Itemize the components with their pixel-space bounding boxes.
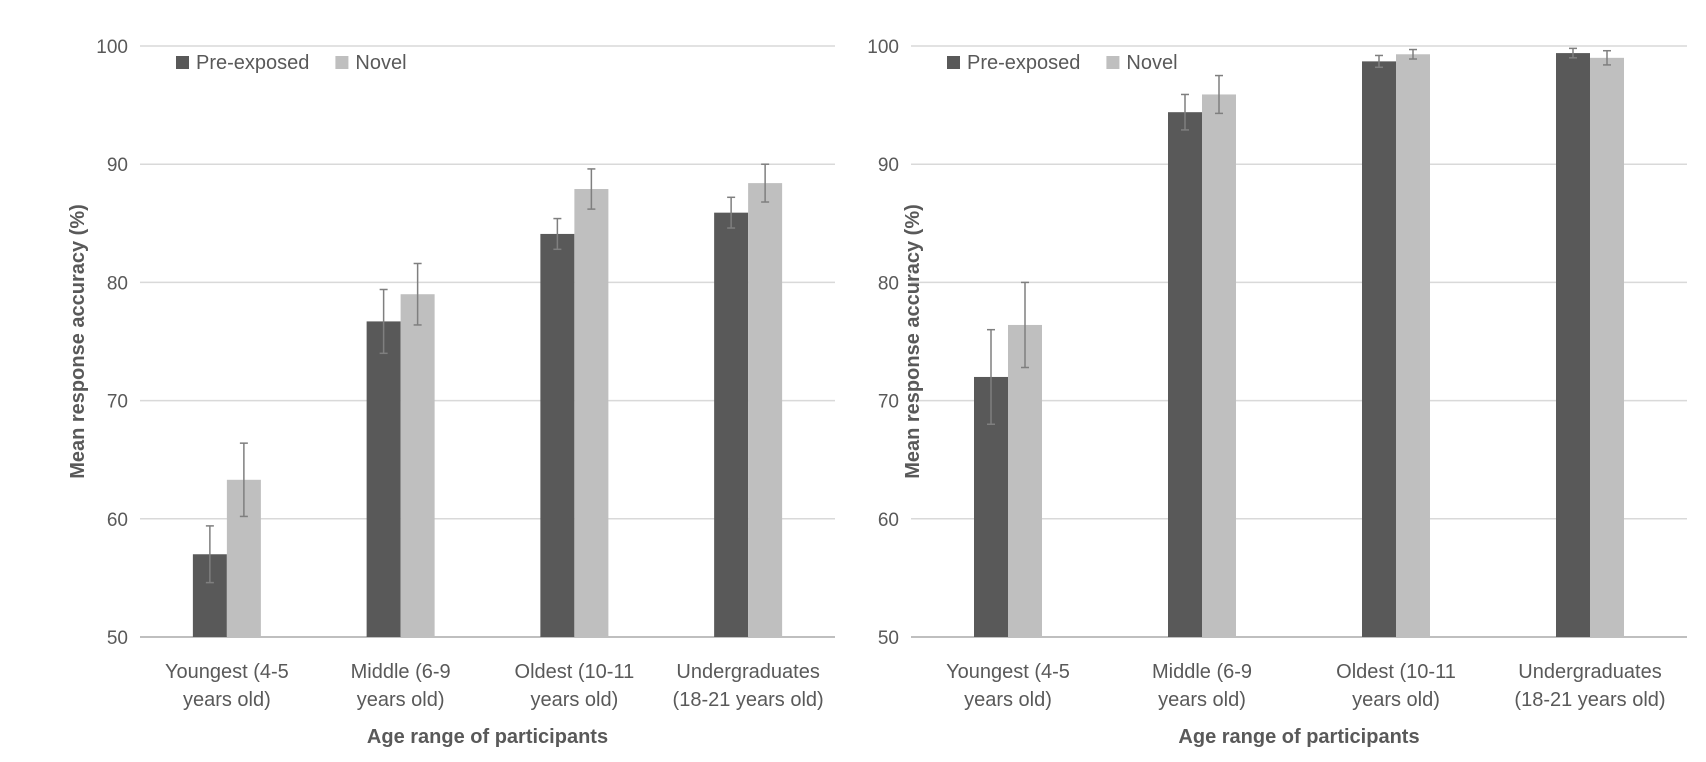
legend-label: Novel — [355, 52, 406, 74]
x-tick-label: Youngest (4-5 years old) — [946, 661, 1070, 711]
bar-novel — [748, 183, 783, 637]
y-tick-label: 50 — [107, 628, 128, 649]
x-tick-label: Middle (6-9 years old) — [1152, 661, 1252, 711]
x-axis-title: Age range of participants — [1178, 726, 1419, 748]
y-tick-label: 90 — [107, 155, 128, 176]
y-tick-label: 90 — [878, 155, 899, 176]
y-tick-label: 70 — [878, 392, 899, 413]
bar-pre-exposed — [366, 321, 401, 637]
y-tick-label: 100 — [867, 37, 899, 58]
bar-pre-exposed — [714, 212, 749, 638]
x-tick-label: Oldest (10-11 years old) — [515, 661, 635, 711]
x-tick-label: Undergraduates (18-21 years old) — [1514, 661, 1665, 711]
chart-right: 50 60 70 80 90 100 Youngest (4-5 years old) Midd… — [867, 37, 1687, 748]
y-tick-label: 50 — [878, 628, 899, 649]
bar-novel — [1008, 324, 1042, 637]
y-tick-label: 100 — [96, 37, 128, 58]
y-tick-label: 80 — [107, 273, 128, 294]
bar-pre-exposed — [540, 233, 575, 638]
legend-swatch — [1106, 56, 1120, 69]
bar-novel — [1590, 57, 1624, 637]
legend-label: Pre-exposed — [196, 52, 309, 74]
bar-pre-exposed — [1168, 112, 1202, 637]
y-axis-title: Mean response accuracy (%) — [67, 204, 89, 479]
bar-novel — [400, 294, 435, 637]
x-tick-label: Oldest (10-11 years old) — [1336, 661, 1456, 711]
y-tick-label: 70 — [107, 392, 128, 413]
bar-novel — [1396, 54, 1430, 638]
y-tick-label: 60 — [107, 510, 128, 531]
y-axis-title: Mean response accuracy (%) — [902, 204, 924, 479]
legend-label: Pre-exposed — [967, 52, 1080, 74]
y-tick-label: 80 — [878, 273, 899, 294]
bar-novel — [574, 189, 609, 637]
bar-pre-exposed — [1362, 61, 1396, 637]
x-axis-title: Age range of participants — [367, 726, 608, 748]
legend-swatch — [335, 56, 349, 69]
x-tick-label: Undergraduates (18-21 years old) — [673, 661, 824, 711]
bar-novel — [1202, 94, 1236, 638]
y-tick-label: 60 — [878, 510, 899, 531]
legend-swatch — [176, 56, 189, 69]
x-tick-label: Middle (6-9 years old) — [351, 661, 451, 711]
legend-swatch — [947, 56, 960, 69]
legend-label: Novel — [1126, 52, 1177, 74]
bar-pre-exposed — [1556, 53, 1590, 638]
x-tick-label: Youngest (4-5 years old) — [165, 661, 289, 711]
chart-left: 50 60 70 80 90 100 Youngest (4-5 years old) Midd… — [67, 37, 835, 748]
